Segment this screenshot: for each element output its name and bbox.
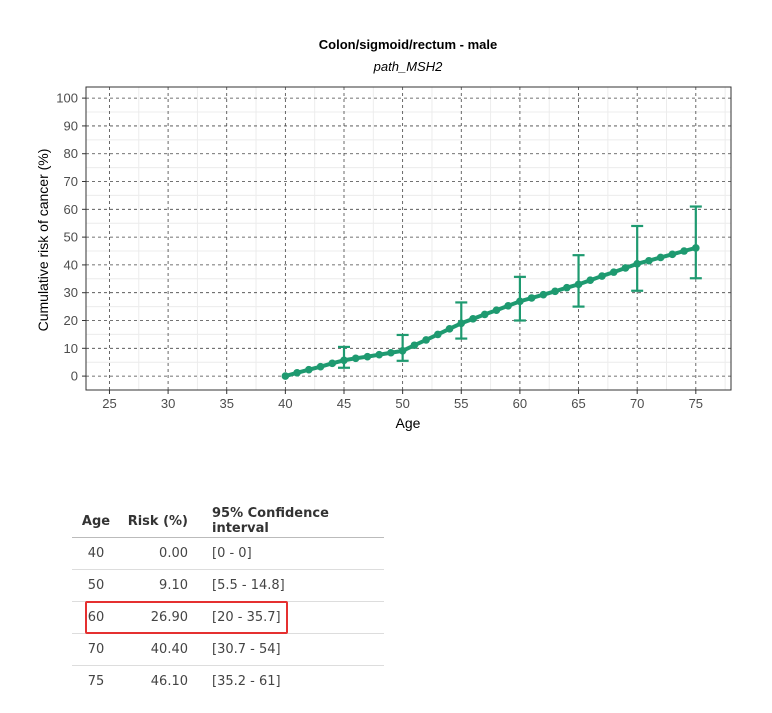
- y-tick-label: 80: [64, 146, 78, 161]
- cell-risk: 46.10: [150, 674, 188, 689]
- table-row: 40 0.00 [0 - 0]: [72, 537, 384, 570]
- chart-title: Colon/sigmoid/rectum - male: [319, 37, 497, 52]
- x-tick-label: 45: [337, 396, 351, 411]
- cell-risk: 26.90: [120, 601, 212, 634]
- cell-ci: [20 - 35.7]: [212, 601, 384, 634]
- table-row: 70 40.40 [30.7 - 54]: [72, 633, 384, 666]
- cell-age: 60: [72, 601, 120, 634]
- plot-area: 25 30 35 40 45 50 55 60 65 70 75 0 10 20 30 40 50 60 70 80 9…: [56, 86, 732, 411]
- cell-age: 50: [72, 569, 120, 602]
- data-point: [457, 319, 466, 328]
- data-point: [293, 368, 301, 377]
- data-point: [504, 301, 512, 310]
- x-tick-label: 65: [571, 396, 585, 411]
- data-point: [469, 315, 477, 323]
- data-point: [692, 244, 700, 252]
- cell-risk: 40.40: [120, 633, 212, 666]
- data-point: [305, 365, 313, 374]
- x-tick-label: 70: [630, 396, 644, 411]
- y-tick-label: 60: [64, 202, 78, 217]
- x-tick-label: 55: [454, 396, 468, 411]
- plot-border: [85, 86, 732, 391]
- x-tick-label: 40: [278, 396, 292, 411]
- header-age: Age: [72, 505, 120, 538]
- x-tick-label: 35: [219, 396, 233, 411]
- y-tick-label: 90: [64, 118, 78, 133]
- table-row: 75 46.10 [35.2 - 61]: [72, 666, 384, 698]
- y-tick-label: 70: [64, 174, 78, 189]
- data-point: [410, 341, 419, 350]
- data-point: [281, 372, 290, 380]
- cell-risk: 0.00: [120, 537, 212, 570]
- data-point: [328, 359, 337, 368]
- y-tick-label: 100: [56, 91, 78, 106]
- risk-table: Age Risk (%) 95% Confidence interval 40 …: [72, 505, 384, 697]
- data-point: [480, 310, 489, 319]
- data-point: [668, 250, 677, 259]
- x-tick-label: 75: [689, 396, 703, 411]
- y-tick-label: 30: [64, 285, 78, 300]
- y-axis-label: Cumulative risk of cancer (%): [35, 149, 51, 332]
- y-tick-label: 40: [64, 257, 78, 272]
- data-point: [363, 352, 372, 361]
- cell-age: 40: [72, 537, 120, 570]
- cell-age: 75: [87, 674, 105, 689]
- data-point: [351, 354, 360, 363]
- data-point: [422, 336, 430, 344]
- cell-ci: [35.2 - 61]: [212, 674, 281, 689]
- data-point: [621, 264, 630, 272]
- data-point: [340, 356, 348, 365]
- data-point: [609, 268, 618, 276]
- cell-ci: [30.7 - 54]: [212, 633, 384, 666]
- data-point: [551, 287, 559, 296]
- table-header-row: Age Risk (%) 95% Confidence interval: [72, 505, 384, 538]
- table-row-highlighted: 60 26.90 [20 - 35.7]: [72, 601, 384, 634]
- data-point: [633, 259, 641, 268]
- cell-ci: [5.5 - 14.8]: [212, 569, 384, 602]
- data-point: [398, 347, 407, 355]
- data-point: [539, 290, 548, 299]
- chart-subtitle: path_MSH2: [373, 59, 443, 74]
- risk-chart: Colon/sigmoid/rectum - male path_MSH2 25…: [35, 37, 732, 431]
- y-tick-label: 20: [64, 313, 78, 328]
- x-tick-label: 50: [395, 396, 409, 411]
- x-tick-label: 60: [513, 396, 527, 411]
- data-point: [656, 253, 665, 262]
- data-point: [598, 272, 606, 280]
- data-point: [387, 348, 395, 357]
- header-ci: 95% Confidence interval: [212, 505, 384, 538]
- highlight-box: [85, 601, 288, 634]
- data-point: [375, 350, 383, 359]
- x-tick-label: 30: [161, 396, 175, 411]
- data-point: [492, 306, 501, 315]
- data-point: [574, 280, 583, 289]
- cell-ci: [0 - 0]: [212, 537, 384, 570]
- y-tick-label: 0: [71, 369, 78, 384]
- x-axis-label: Age: [396, 415, 421, 431]
- data-point: [645, 256, 653, 265]
- data-point: [680, 247, 688, 255]
- table-row: 50 9.10 [5.5 - 14.8]: [72, 569, 384, 602]
- y-tick-label: 10: [64, 341, 78, 356]
- data-point: [445, 325, 454, 333]
- cell-risk: 9.10: [120, 569, 212, 602]
- data-point: [316, 362, 325, 371]
- header-risk: Risk (%): [120, 505, 212, 538]
- data-point: [434, 330, 442, 339]
- data-point: [516, 297, 524, 306]
- x-tick-label: 25: [102, 396, 116, 411]
- cell-age: 70: [72, 633, 120, 666]
- data-point: [586, 276, 595, 284]
- y-tick-label: 50: [64, 230, 78, 245]
- data-point: [563, 283, 571, 292]
- data-point: [527, 294, 536, 302]
